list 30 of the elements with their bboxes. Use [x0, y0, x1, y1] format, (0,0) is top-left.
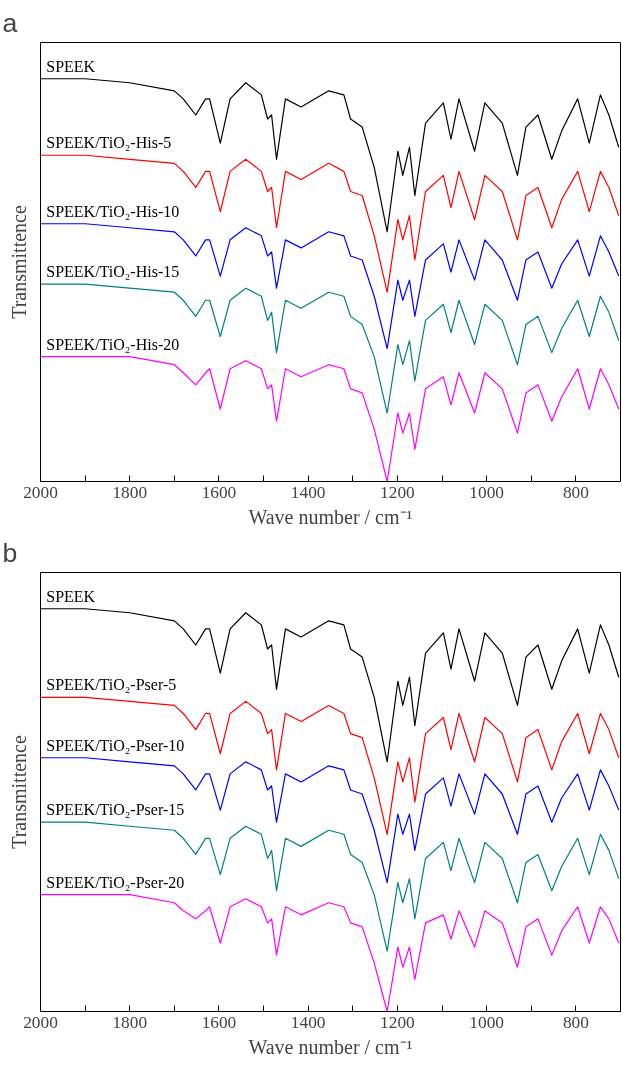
x-tick-label: 1000 [469, 1012, 504, 1032]
x-tick-label: 2000 [23, 482, 58, 502]
y-axis-title: Transmittence [7, 735, 30, 849]
x-tick-label: 800 [562, 1012, 589, 1032]
x-tick-label: 1000 [469, 482, 504, 502]
x-tick-label: 1800 [112, 482, 148, 502]
chart-title: b [2, 537, 18, 568]
series-label: SPEEK/TiO₂-His-10 [46, 202, 180, 220]
series-label: SPEEK/TiO₂-His-15 [46, 263, 180, 281]
x-tick-label: 1600 [201, 482, 237, 502]
x-axis-title: Wave number / cm⁻¹ [248, 505, 413, 528]
x-tick-label: 1400 [290, 482, 326, 502]
series-label: SPEEK [46, 57, 96, 75]
x-axis-title: Wave number / cm⁻¹ [248, 1035, 413, 1058]
x-tick-label: 1600 [201, 1012, 237, 1032]
series-label: SPEEK/TiO₂-Pser-5 [46, 676, 177, 694]
y-axis-title: Transmittence [7, 205, 30, 319]
x-tick-label: 1200 [380, 1012, 415, 1032]
x-tick-label: 1400 [290, 1012, 326, 1032]
chart-title: a [2, 7, 18, 38]
series-label: SPEEK/TiO₂-Pser-15 [46, 801, 185, 819]
series-label: SPEEK/TiO₂-Pser-20 [46, 873, 185, 891]
x-tick-label: 1800 [112, 1012, 148, 1032]
series-label: SPEEK/TiO₂-His-5 [46, 134, 172, 152]
series-label: SPEEK/TiO₂-His-20 [46, 335, 180, 353]
x-tick-label: 1200 [380, 482, 415, 502]
x-tick-label: 2000 [23, 1012, 58, 1032]
x-tick-label: 800 [562, 482, 589, 502]
series-label: SPEEK [46, 587, 96, 605]
series-label: SPEEK/TiO₂-Pser-10 [46, 736, 185, 754]
